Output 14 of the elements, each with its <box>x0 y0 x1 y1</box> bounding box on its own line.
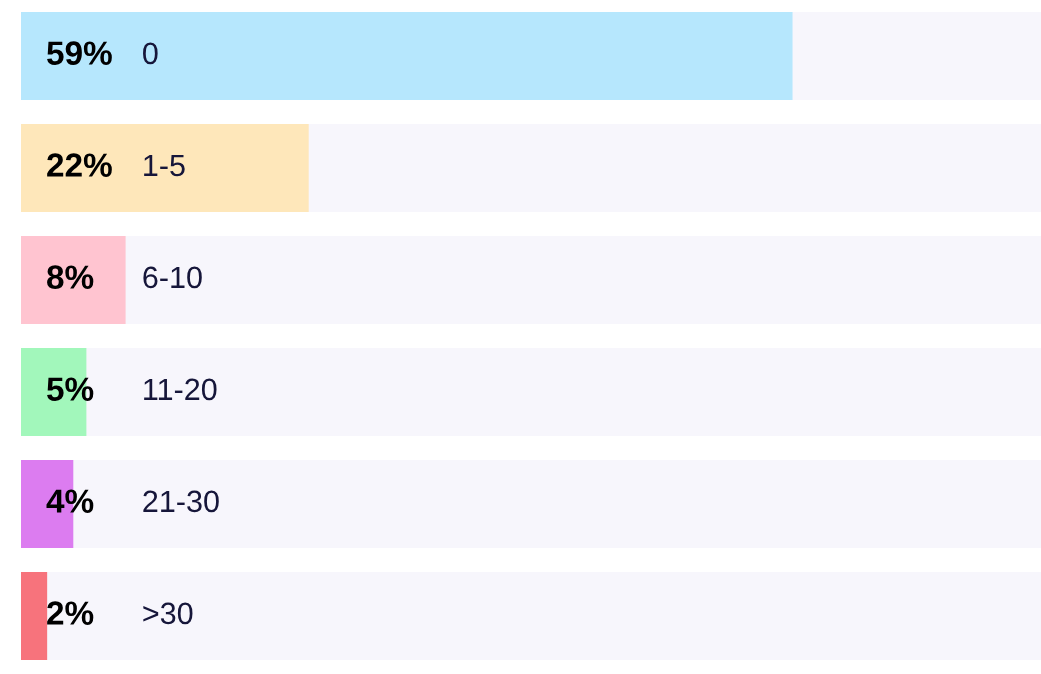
data-label: 59% <box>47 41 112 65</box>
data-label: 8% <box>47 265 94 289</box>
bar <box>21 236 126 324</box>
y-tick-label: 11-20 <box>144 378 217 401</box>
data-label: 2% <box>47 601 94 625</box>
data-label: 5% <box>47 377 94 401</box>
bar <box>21 572 48 660</box>
data-label: 22% <box>47 153 112 177</box>
y-tick-label: 0 <box>143 42 158 65</box>
y-tick-label: >30 <box>143 602 193 625</box>
data-label: 4% <box>46 489 94 513</box>
y-tick-label: 6-10 <box>143 266 202 289</box>
y-tick-label: 1-5 <box>144 154 185 177</box>
y-tick-label: 21-30 <box>143 490 219 513</box>
